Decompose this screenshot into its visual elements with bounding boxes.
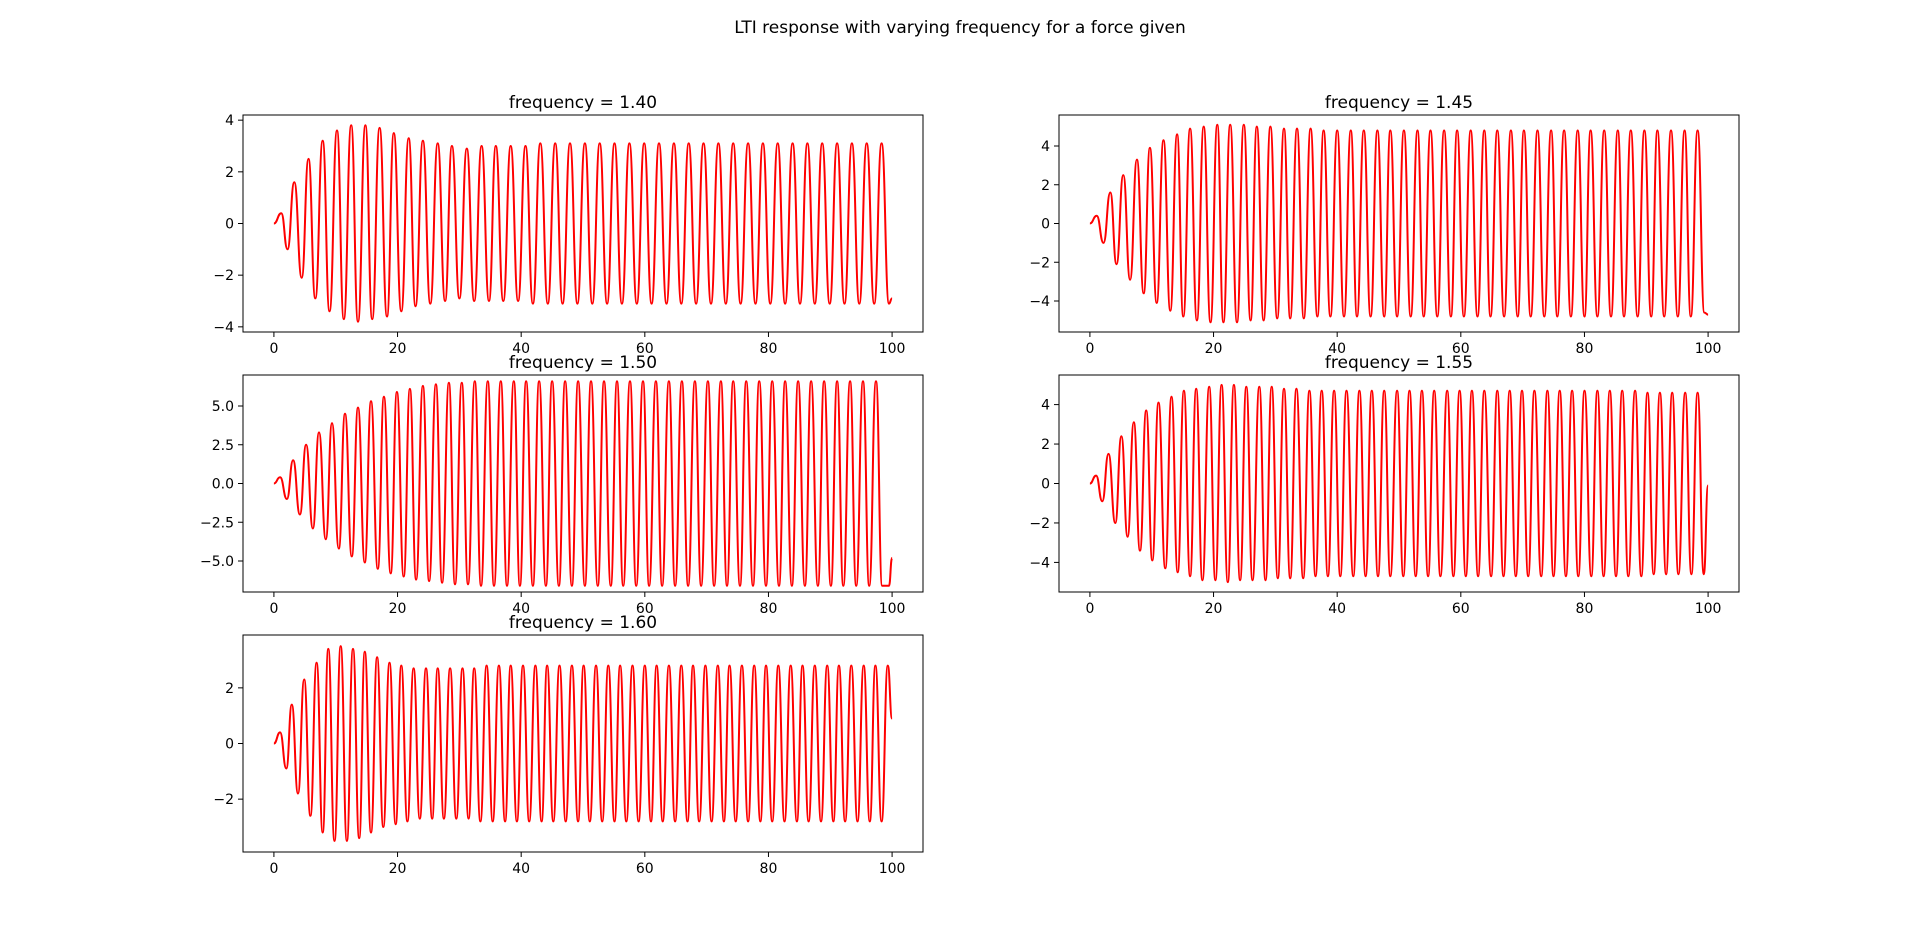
x-tick-label: 40 [1328,341,1346,357]
y-tick-label: −5.0 [200,554,234,570]
y-tick-label: 5.0 [212,399,234,415]
y-tick-label: 0 [1041,477,1050,493]
subplot-4: frequency = 1.55 0 20 40 60 80 100 −4 −2 0 2 4 [1029,353,1740,617]
x-tick-label: 0 [269,601,278,617]
y-tick-label: −4 [213,320,234,336]
x-tick-label: 0 [269,861,278,877]
subplot-title: frequency = 1.50 [509,353,657,373]
y-tick-label: 0 [225,217,234,233]
subplot-title: frequency = 1.60 [509,613,657,633]
series-line [1089,123,1709,324]
y-tick-label: 2 [225,165,234,181]
y-tick-label: −2 [213,268,234,284]
y-tick-label: 4 [1041,139,1050,155]
subplot-2: frequency = 1.45 0 20 40 60 80 100 −4 −2 0 2 4 [1029,93,1740,357]
x-tick-label: 80 [760,601,778,617]
x-tick-label: 20 [1205,601,1223,617]
series-line [1089,383,1710,584]
x-tick-label: 60 [636,601,654,617]
y-tick-label: 4 [225,113,234,129]
x-tick-label: 20 [1205,341,1223,357]
series-line [273,645,894,842]
y-tick-label: 0 [225,737,234,753]
subplot-grid: frequency = 1.400 20 40 60 80 100−4−2024frequ… [200,93,1740,877]
x-tick-label: 80 [1576,601,1594,617]
y-tick-label: 2 [1041,178,1050,194]
y-tick-label: 2 [225,681,234,697]
subplot-3: frequency = 1.50 0 20 40 60 80 100 −5.0 −2.5 0.0 2… [200,353,924,617]
subplot-title: frequency = 1.55 [1325,353,1473,373]
x-tick-label: 60 [1452,341,1470,357]
x-tick-label: 80 [760,341,778,357]
x-tick-label: 80 [760,861,778,877]
y-tick-label: −2 [1029,516,1050,532]
x-tick-label: 20 [389,861,407,877]
x-tick-label: 20 [389,601,407,617]
x-tick-label: 100 [879,601,906,617]
subplot-title: frequency = 1.45 [1325,93,1473,113]
x-tick-label: 80 [1576,341,1594,357]
series-line [273,380,894,587]
subplot-1: frequency = 1.40 0 20 40 60 80 100 −4 −2 0 2 4 [213,93,924,357]
subplot-5: frequency = 1.60 0 20 40 60 80 100 −2 0 2 [213,613,924,877]
x-tick-label: 100 [1695,341,1722,357]
y-tick-label: 0.0 [212,477,234,493]
x-tick-label: 40 [512,601,530,617]
y-tick-label: 0 [1041,217,1050,233]
y-tick-label: 2.5 [212,438,234,454]
x-tick-label: 40 [1328,601,1346,617]
x-tick-label: 60 [636,341,654,357]
y-tick-label: −2.5 [200,515,234,531]
x-tick-label: 60 [636,861,654,877]
x-tick-label: 0 [1085,601,1094,617]
y-tick-label: 2 [1041,437,1050,453]
x-tick-label: 40 [512,861,530,877]
subplot-title: frequency = 1.40 [509,93,657,113]
x-tick-label: 100 [1695,601,1722,617]
y-tick-label: −4 [1029,294,1050,310]
figure-suptitle: LTI response with varying frequency for … [734,18,1186,38]
series-line [273,124,893,323]
x-tick-label: 100 [879,341,906,357]
x-tick-label: 60 [1452,601,1470,617]
x-tick-label: 20 [389,341,407,357]
y-tick-label: −4 [1029,555,1050,571]
x-tick-label: 0 [269,341,278,357]
y-tick-label: −2 [213,792,234,808]
y-tick-label: −2 [1029,255,1050,271]
y-tick-label: 4 [1041,398,1050,414]
x-tick-label: 100 [879,861,906,877]
x-tick-label: 40 [512,341,530,357]
x-tick-label: 0 [1085,341,1094,357]
